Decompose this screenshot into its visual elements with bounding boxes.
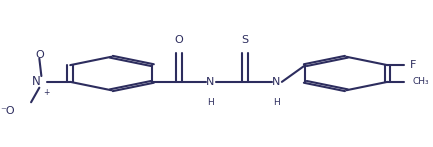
Text: +: +	[43, 88, 49, 97]
Text: N: N	[206, 77, 214, 87]
Text: N: N	[272, 77, 280, 87]
Text: CH₃: CH₃	[412, 77, 429, 86]
Text: O: O	[35, 50, 44, 60]
Text: ⁻O: ⁻O	[0, 106, 15, 116]
Text: N: N	[32, 75, 40, 88]
Text: F: F	[410, 60, 417, 70]
Text: H: H	[273, 98, 279, 107]
Text: H: H	[207, 98, 213, 107]
Text: O: O	[175, 35, 184, 45]
Text: S: S	[242, 35, 249, 45]
